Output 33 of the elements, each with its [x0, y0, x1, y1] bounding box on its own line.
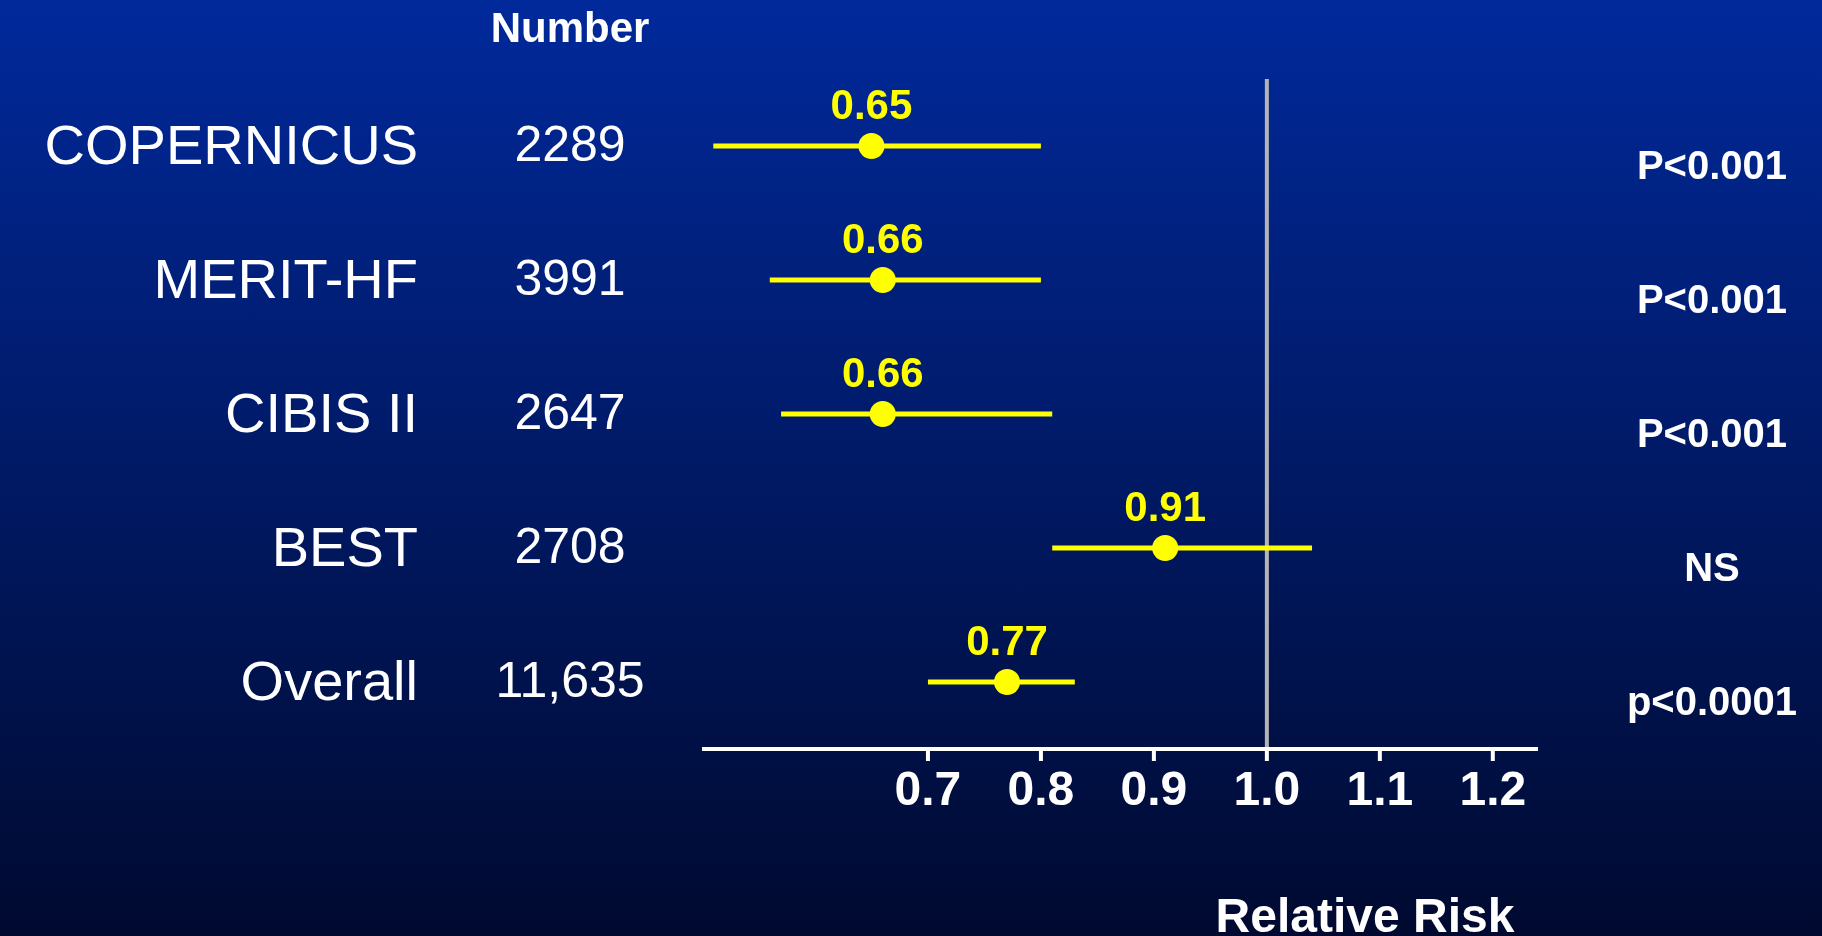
text: P<0.001 — [1636, 276, 1788, 322]
point — [994, 669, 1021, 695]
text: 2289 — [514, 116, 626, 172]
x-tick-label: 1.0 — [1233, 762, 1301, 816]
x-tick-label: 1.2 — [1459, 762, 1527, 816]
y-tick-label: COPERNICUS — [44, 113, 418, 176]
y-tick-label: CIBIS II — [225, 381, 418, 444]
data-label: 0.77 — [966, 617, 1048, 665]
x-tick-label: 0.9 — [1120, 762, 1188, 816]
point — [858, 133, 885, 159]
data-label: 0.66 — [841, 349, 924, 397]
point — [869, 267, 896, 293]
x-tick-label: 0.7 — [894, 762, 962, 816]
data-label: 0.91 — [1124, 483, 1207, 531]
y-tick-label: MERIT-HF — [153, 247, 418, 310]
text: 11,635 — [495, 652, 645, 708]
y-tick-label: BEST — [271, 515, 418, 578]
text: Number — [490, 4, 650, 52]
text: 3991 — [514, 250, 626, 306]
text: NS — [1684, 544, 1740, 590]
x-axis-title: Relative Risk — [1215, 889, 1515, 936]
text: p<0.0001 — [1626, 678, 1798, 724]
data-label: 0.66 — [841, 215, 924, 263]
text: P<0.001 — [1636, 410, 1788, 456]
text: 2647 — [514, 384, 626, 440]
data-label: 0.65 — [830, 81, 913, 129]
y-tick-label: Overall — [240, 649, 418, 712]
x-tick-label: 0.8 — [1007, 762, 1075, 816]
point — [1152, 535, 1179, 561]
x-tick-label: 1.1 — [1346, 762, 1414, 816]
text: P<0.001 — [1636, 142, 1788, 188]
point — [869, 401, 896, 427]
text: 2708 — [514, 518, 626, 574]
